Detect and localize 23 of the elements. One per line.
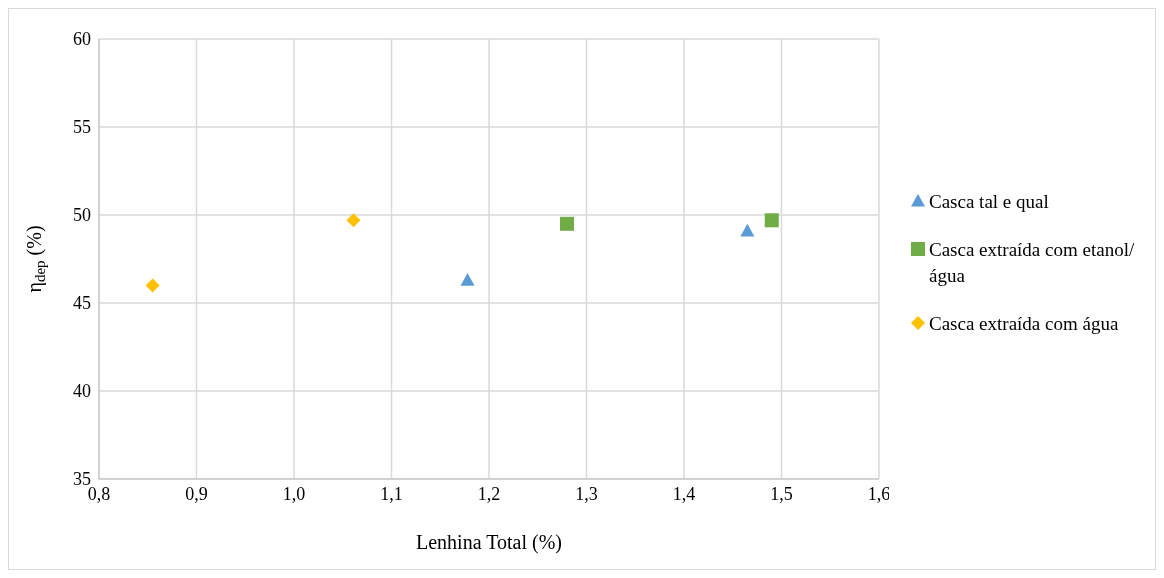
y-tick-label: 40 (73, 381, 91, 402)
x-tick-label: 1,6 (867, 483, 891, 504)
point (560, 216, 574, 231)
x-tick-label: 1,1 (380, 483, 403, 504)
x-axis-title: Lenhina Total (%) (416, 531, 562, 554)
y-tick-label: 50 (73, 205, 91, 226)
point (145, 278, 160, 293)
legend-label: Casca tal e qual (929, 190, 1049, 214)
y-tick-label: 45 (73, 293, 91, 314)
point (346, 213, 361, 228)
x-tick-label: 1,2 (477, 483, 501, 504)
x-tick-label: 1,4 (672, 483, 696, 504)
y-tick-label: 60 (73, 29, 91, 50)
x-tick-label: 1,5 (770, 483, 793, 504)
x-tick-label: 0,9 (185, 483, 208, 504)
legend-label: Casca extraída com água (929, 312, 1119, 336)
point (460, 273, 475, 286)
legend-label: Casca extraída com etanol/água (929, 238, 1136, 288)
x-tick-label: 1,3 (575, 483, 598, 504)
y-tick-label: 55 (73, 117, 91, 138)
point (764, 213, 779, 228)
point (740, 223, 755, 237)
x-tick-label: 1,0 (282, 483, 306, 504)
